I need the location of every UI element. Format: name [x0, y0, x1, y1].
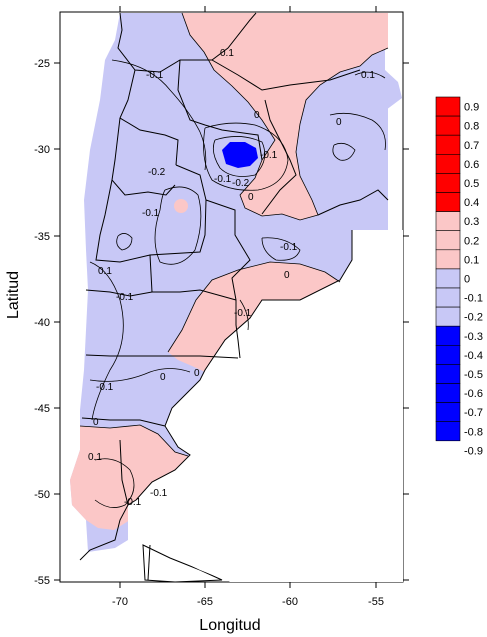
contour-label: -0.2: [232, 178, 250, 189]
colorbar-label: -0.2: [464, 312, 483, 324]
contour-label: 0.1: [88, 452, 102, 463]
contour-label: -0.1: [150, 488, 168, 499]
contour-label: -0.1: [96, 382, 114, 393]
tierra-del-fuego-island: [142, 544, 223, 582]
x-tick-label: -65: [197, 596, 213, 608]
region-weak-positive-spot: [174, 199, 188, 213]
colorbar-label: -0.3: [464, 331, 483, 343]
contour-label: -0.1: [214, 174, 232, 185]
colorbar-cell: [435, 421, 461, 442]
y-axis: [54, 62, 409, 581]
colorbar-label: 0.1: [464, 254, 479, 266]
contour-label: -0.1: [280, 242, 298, 253]
y-tick-label: -50: [34, 489, 50, 501]
contour-label: 0.1: [220, 48, 234, 59]
colorbar-cell: [435, 306, 461, 327]
colorbar-label: 0: [464, 273, 470, 285]
colorbar-label: 0.6: [464, 159, 479, 171]
colorbar-label: 0.9: [464, 102, 479, 114]
colorbar-cell: [435, 364, 461, 384]
y-tick-label: -40: [34, 317, 50, 329]
province-boundaries: [81, 12, 389, 581]
contour-label: -0.1: [142, 208, 160, 219]
region-strong-negative-core: [222, 142, 258, 168]
contour-lines: [79, 12, 389, 508]
colorbar-cell: [435, 287, 461, 308]
contour-label: 0.1: [98, 266, 112, 277]
colorbar-cell: [435, 192, 461, 212]
colorbar-label: -0.1: [464, 293, 483, 305]
colorbar-label: 0.7: [464, 140, 479, 152]
y-tick-label: -45: [34, 403, 50, 415]
contour-label: -0.1: [146, 70, 164, 81]
region-weak-positive-center: [168, 262, 340, 372]
colorbar-cell: [435, 134, 461, 155]
x-tick-label: -60: [282, 596, 298, 608]
colorbar-label: -0.5: [464, 369, 483, 381]
contour-label: 0: [254, 110, 260, 121]
colorbar-label: 0.3: [464, 216, 479, 228]
colorbar-cell: [435, 115, 461, 136]
y-tick-label: -30: [34, 144, 50, 156]
colorbar: 0.9 0.8 0.7 0.6 0.5 0.4 0.3 0.2 0.1 0 -0.1 -0.2 -0.3…: [435, 96, 483, 457]
contour-label: 0: [336, 117, 342, 128]
contour-label: 0: [160, 372, 166, 383]
contour-label: 0.1: [361, 70, 375, 81]
contour-label: -0.1: [234, 308, 252, 319]
contour-label: -0.1: [260, 150, 278, 161]
colorbar-label: -0.4: [464, 350, 483, 362]
y-tick-label: -55: [34, 575, 50, 587]
colorbar-label: 0.4: [464, 197, 479, 209]
colorbar-cell: [435, 211, 461, 232]
colorbar-label: 0.5: [464, 178, 479, 190]
coastline: [79, 230, 353, 561]
contour-label: -0.1: [124, 497, 142, 508]
colorbar-cell: [435, 402, 461, 423]
y-tick-label: -25: [34, 58, 50, 70]
sea-southeast: [128, 230, 403, 582]
x-tick-label: -70: [112, 596, 128, 608]
contour-label-group: 0.1 -0.1 0.1 0 -0.1 0 -0.1 -0.2 0 -0.1 0…: [88, 48, 375, 508]
x-axis-title: Longitud: [199, 617, 260, 634]
x-tick-label: -55: [368, 596, 384, 608]
colorbar-label: -0.7: [464, 407, 483, 419]
colorbar-cell: [435, 249, 461, 270]
colorbar-label: -0.6: [464, 388, 483, 400]
contour-label: -0.2: [148, 167, 166, 178]
region-weak-positive-northeast: [182, 13, 388, 220]
region-weak-positive-south: [70, 425, 188, 530]
colorbar-cell: [435, 154, 461, 174]
colorbar-cell: [435, 268, 461, 289]
contour-label: 0: [248, 192, 254, 203]
colorbar-cell: [435, 173, 461, 193]
contour-label: 0: [194, 368, 200, 379]
x-axis: [119, 6, 377, 588]
y-axis-title: Latitud: [5, 271, 22, 319]
colorbar-cell: [435, 383, 461, 403]
contour-label: 0: [93, 417, 99, 428]
y-tick-label: -35: [34, 231, 50, 243]
contour-label: -0.1: [116, 292, 134, 303]
colorbar-label: -0.8: [464, 426, 483, 438]
colorbar-cell: [435, 96, 461, 117]
contour-label: 0: [284, 270, 290, 281]
colorbar-label: 0.8: [464, 121, 479, 133]
colorbar-cell: [435, 325, 461, 346]
colorbar-label: 0.2: [464, 235, 479, 247]
colorbar-cell: [435, 344, 461, 365]
colorbar-label: -0.9: [464, 445, 483, 457]
colorbar-cell: [435, 230, 461, 251]
